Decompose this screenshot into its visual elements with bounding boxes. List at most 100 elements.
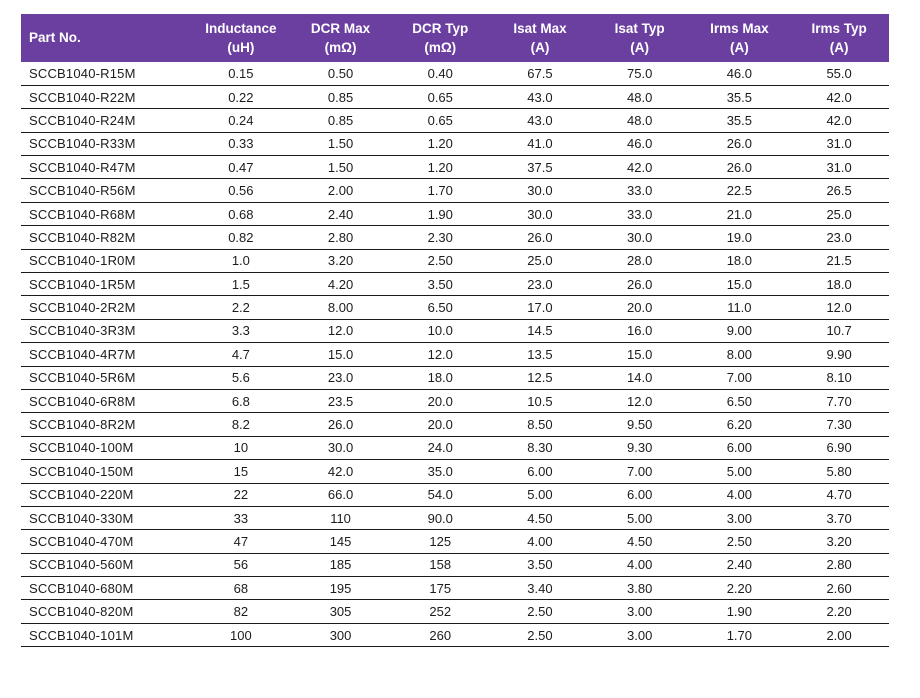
cell-irms-max: 6.00 bbox=[689, 436, 790, 461]
cell-isat-max: 13.5 bbox=[490, 342, 590, 367]
table-row: SCCB1040-560M 56 185 158 3.50 4.00 2.40 2.80 bbox=[21, 553, 889, 578]
cell-irms-typ: 5.80 bbox=[789, 459, 889, 484]
col-header-label: Isat Typ bbox=[614, 21, 665, 36]
table-row: SCCB1040-2R2M 2.2 8.00 6.50 17.0 20.0 11.0 12.0 bbox=[21, 295, 889, 320]
cell-isat-max: 41.0 bbox=[490, 132, 590, 157]
cell-inductance: 0.68 bbox=[191, 202, 291, 227]
cell-isat-max: 2.50 bbox=[490, 599, 590, 624]
cell-dcr-max: 2.40 bbox=[290, 202, 391, 227]
cell-dcr-max: 0.85 bbox=[290, 108, 391, 133]
cell-part-no: SCCB1040-R15M bbox=[21, 62, 191, 86]
col-header-dcr-typ: DCR Typ (mΩ) bbox=[390, 14, 491, 62]
col-header-isat-typ: Isat Typ (A) bbox=[589, 14, 690, 62]
cell-isat-max: 3.50 bbox=[490, 553, 590, 578]
cell-dcr-max: 0.50 bbox=[290, 62, 391, 86]
cell-dcr-typ: 24.0 bbox=[390, 436, 491, 461]
col-header-label: Inductance bbox=[205, 21, 277, 36]
table-row: SCCB1040-1R0M 1.0 3.20 2.50 25.0 28.0 18.0 21.5 bbox=[21, 249, 889, 274]
cell-part-no: SCCB1040-R56M bbox=[21, 178, 191, 203]
cell-irms-max: 6.20 bbox=[689, 412, 790, 437]
cell-irms-max: 35.5 bbox=[689, 85, 790, 110]
cell-inductance: 0.47 bbox=[191, 155, 291, 180]
table-row: SCCB1040-R47M 0.47 1.50 1.20 37.5 42.0 26.0 31.… bbox=[21, 155, 889, 180]
table-row: SCCB1040-100M 10 30.0 24.0 8.30 9.30 6.00 6.90 bbox=[21, 436, 889, 461]
cell-irms-typ: 23.0 bbox=[789, 225, 889, 250]
col-header-isat-max: Isat Max (A) bbox=[490, 14, 590, 62]
cell-part-no: SCCB1040-R82M bbox=[21, 225, 191, 250]
cell-isat-max: 5.00 bbox=[490, 483, 590, 507]
cell-part-no: SCCB1040-6R8M bbox=[21, 389, 191, 414]
cell-dcr-typ: 3.50 bbox=[390, 272, 491, 297]
cell-dcr-typ: 260 bbox=[390, 623, 491, 648]
cell-part-no: SCCB1040-101M bbox=[21, 623, 191, 648]
cell-dcr-max: 66.0 bbox=[290, 483, 391, 507]
cell-irms-typ: 7.30 bbox=[789, 412, 889, 437]
cell-inductance: 0.24 bbox=[191, 108, 291, 133]
cell-irms-max: 3.00 bbox=[689, 506, 790, 531]
cell-isat-max: 8.50 bbox=[490, 412, 590, 437]
cell-inductance: 47 bbox=[191, 529, 291, 554]
cell-dcr-max: 2.00 bbox=[290, 178, 391, 203]
cell-irms-max: 2.20 bbox=[689, 576, 790, 601]
cell-part-no: SCCB1040-4R7M bbox=[21, 342, 191, 367]
cell-isat-max: 43.0 bbox=[490, 108, 590, 133]
table-row: SCCB1040-R68M 0.68 2.40 1.90 30.0 33.0 21.0 25.… bbox=[21, 202, 889, 227]
col-header-unit: (mΩ) bbox=[324, 40, 357, 55]
cell-dcr-typ: 0.65 bbox=[390, 85, 491, 110]
cell-part-no: SCCB1040-R22M bbox=[21, 85, 191, 110]
cell-irms-max: 35.5 bbox=[689, 108, 790, 133]
cell-part-no: SCCB1040-100M bbox=[21, 436, 191, 461]
cell-inductance: 1.0 bbox=[191, 249, 291, 274]
cell-dcr-typ: 18.0 bbox=[390, 366, 491, 390]
cell-isat-typ: 7.00 bbox=[589, 459, 690, 484]
cell-irms-max: 7.00 bbox=[689, 366, 790, 390]
cell-dcr-typ: 6.50 bbox=[390, 295, 491, 320]
cell-dcr-max: 305 bbox=[290, 599, 391, 624]
cell-dcr-max: 0.85 bbox=[290, 85, 391, 110]
cell-part-no: SCCB1040-R33M bbox=[21, 132, 191, 157]
cell-isat-typ: 75.0 bbox=[589, 62, 690, 86]
table-row: SCCB1040-8R2M 8.2 26.0 20.0 8.50 9.50 6.20 7.30 bbox=[21, 412, 889, 437]
cell-isat-typ: 3.00 bbox=[589, 623, 690, 648]
cell-isat-max: 23.0 bbox=[490, 272, 590, 297]
cell-dcr-typ: 1.20 bbox=[390, 132, 491, 157]
cell-inductance: 5.6 bbox=[191, 366, 291, 390]
cell-irms-max: 5.00 bbox=[689, 459, 790, 484]
cell-isat-max: 67.5 bbox=[490, 62, 590, 86]
table-row: SCCB1040-6R8M 6.8 23.5 20.0 10.5 12.0 6.50 7.70 bbox=[21, 389, 889, 414]
cell-inductance: 3.3 bbox=[191, 319, 291, 344]
cell-irms-typ: 4.70 bbox=[789, 483, 889, 507]
cell-isat-typ: 3.00 bbox=[589, 599, 690, 624]
cell-isat-max: 4.00 bbox=[490, 529, 590, 554]
cell-isat-typ: 3.80 bbox=[589, 576, 690, 601]
cell-part-no: SCCB1040-680M bbox=[21, 576, 191, 601]
cell-isat-typ: 30.0 bbox=[589, 225, 690, 250]
cell-isat-typ: 46.0 bbox=[589, 132, 690, 157]
table-row: SCCB1040-4R7M 4.7 15.0 12.0 13.5 15.0 8.00 9.90 bbox=[21, 342, 889, 367]
cell-isat-typ: 48.0 bbox=[589, 85, 690, 110]
cell-irms-max: 2.50 bbox=[689, 529, 790, 554]
table-row: SCCB1040-820M 82 305 252 2.50 3.00 1.90 2.20 bbox=[21, 599, 889, 624]
cell-isat-max: 14.5 bbox=[490, 319, 590, 344]
cell-irms-typ: 2.80 bbox=[789, 553, 889, 578]
cell-isat-typ: 26.0 bbox=[589, 272, 690, 297]
cell-isat-max: 30.0 bbox=[490, 178, 590, 203]
cell-dcr-max: 4.20 bbox=[290, 272, 391, 297]
spec-table: Part No. Inductance (uH) DCR Max (mΩ) DCR Typ… bbox=[21, 14, 889, 648]
col-header-label: Isat Max bbox=[513, 21, 567, 36]
table-row: SCCB1040-R24M 0.24 0.85 0.65 43.0 48.0 35.5 42.… bbox=[21, 108, 889, 133]
cell-irms-typ: 7.70 bbox=[789, 389, 889, 414]
table-row: SCCB1040-150M 15 42.0 35.0 6.00 7.00 5.00 5.80 bbox=[21, 459, 889, 484]
col-header-label: DCR Max bbox=[310, 21, 371, 36]
cell-part-no: SCCB1040-220M bbox=[21, 483, 191, 507]
cell-dcr-typ: 20.0 bbox=[390, 389, 491, 414]
cell-dcr-max: 2.80 bbox=[290, 225, 391, 250]
cell-inductance: 33 bbox=[191, 506, 291, 531]
cell-dcr-max: 110 bbox=[290, 506, 391, 531]
cell-irms-max: 1.90 bbox=[689, 599, 790, 624]
cell-isat-typ: 4.50 bbox=[589, 529, 690, 554]
cell-isat-typ: 9.30 bbox=[589, 436, 690, 461]
col-header-irms-max: Irms Max (A) bbox=[689, 14, 790, 62]
cell-dcr-typ: 125 bbox=[390, 529, 491, 554]
